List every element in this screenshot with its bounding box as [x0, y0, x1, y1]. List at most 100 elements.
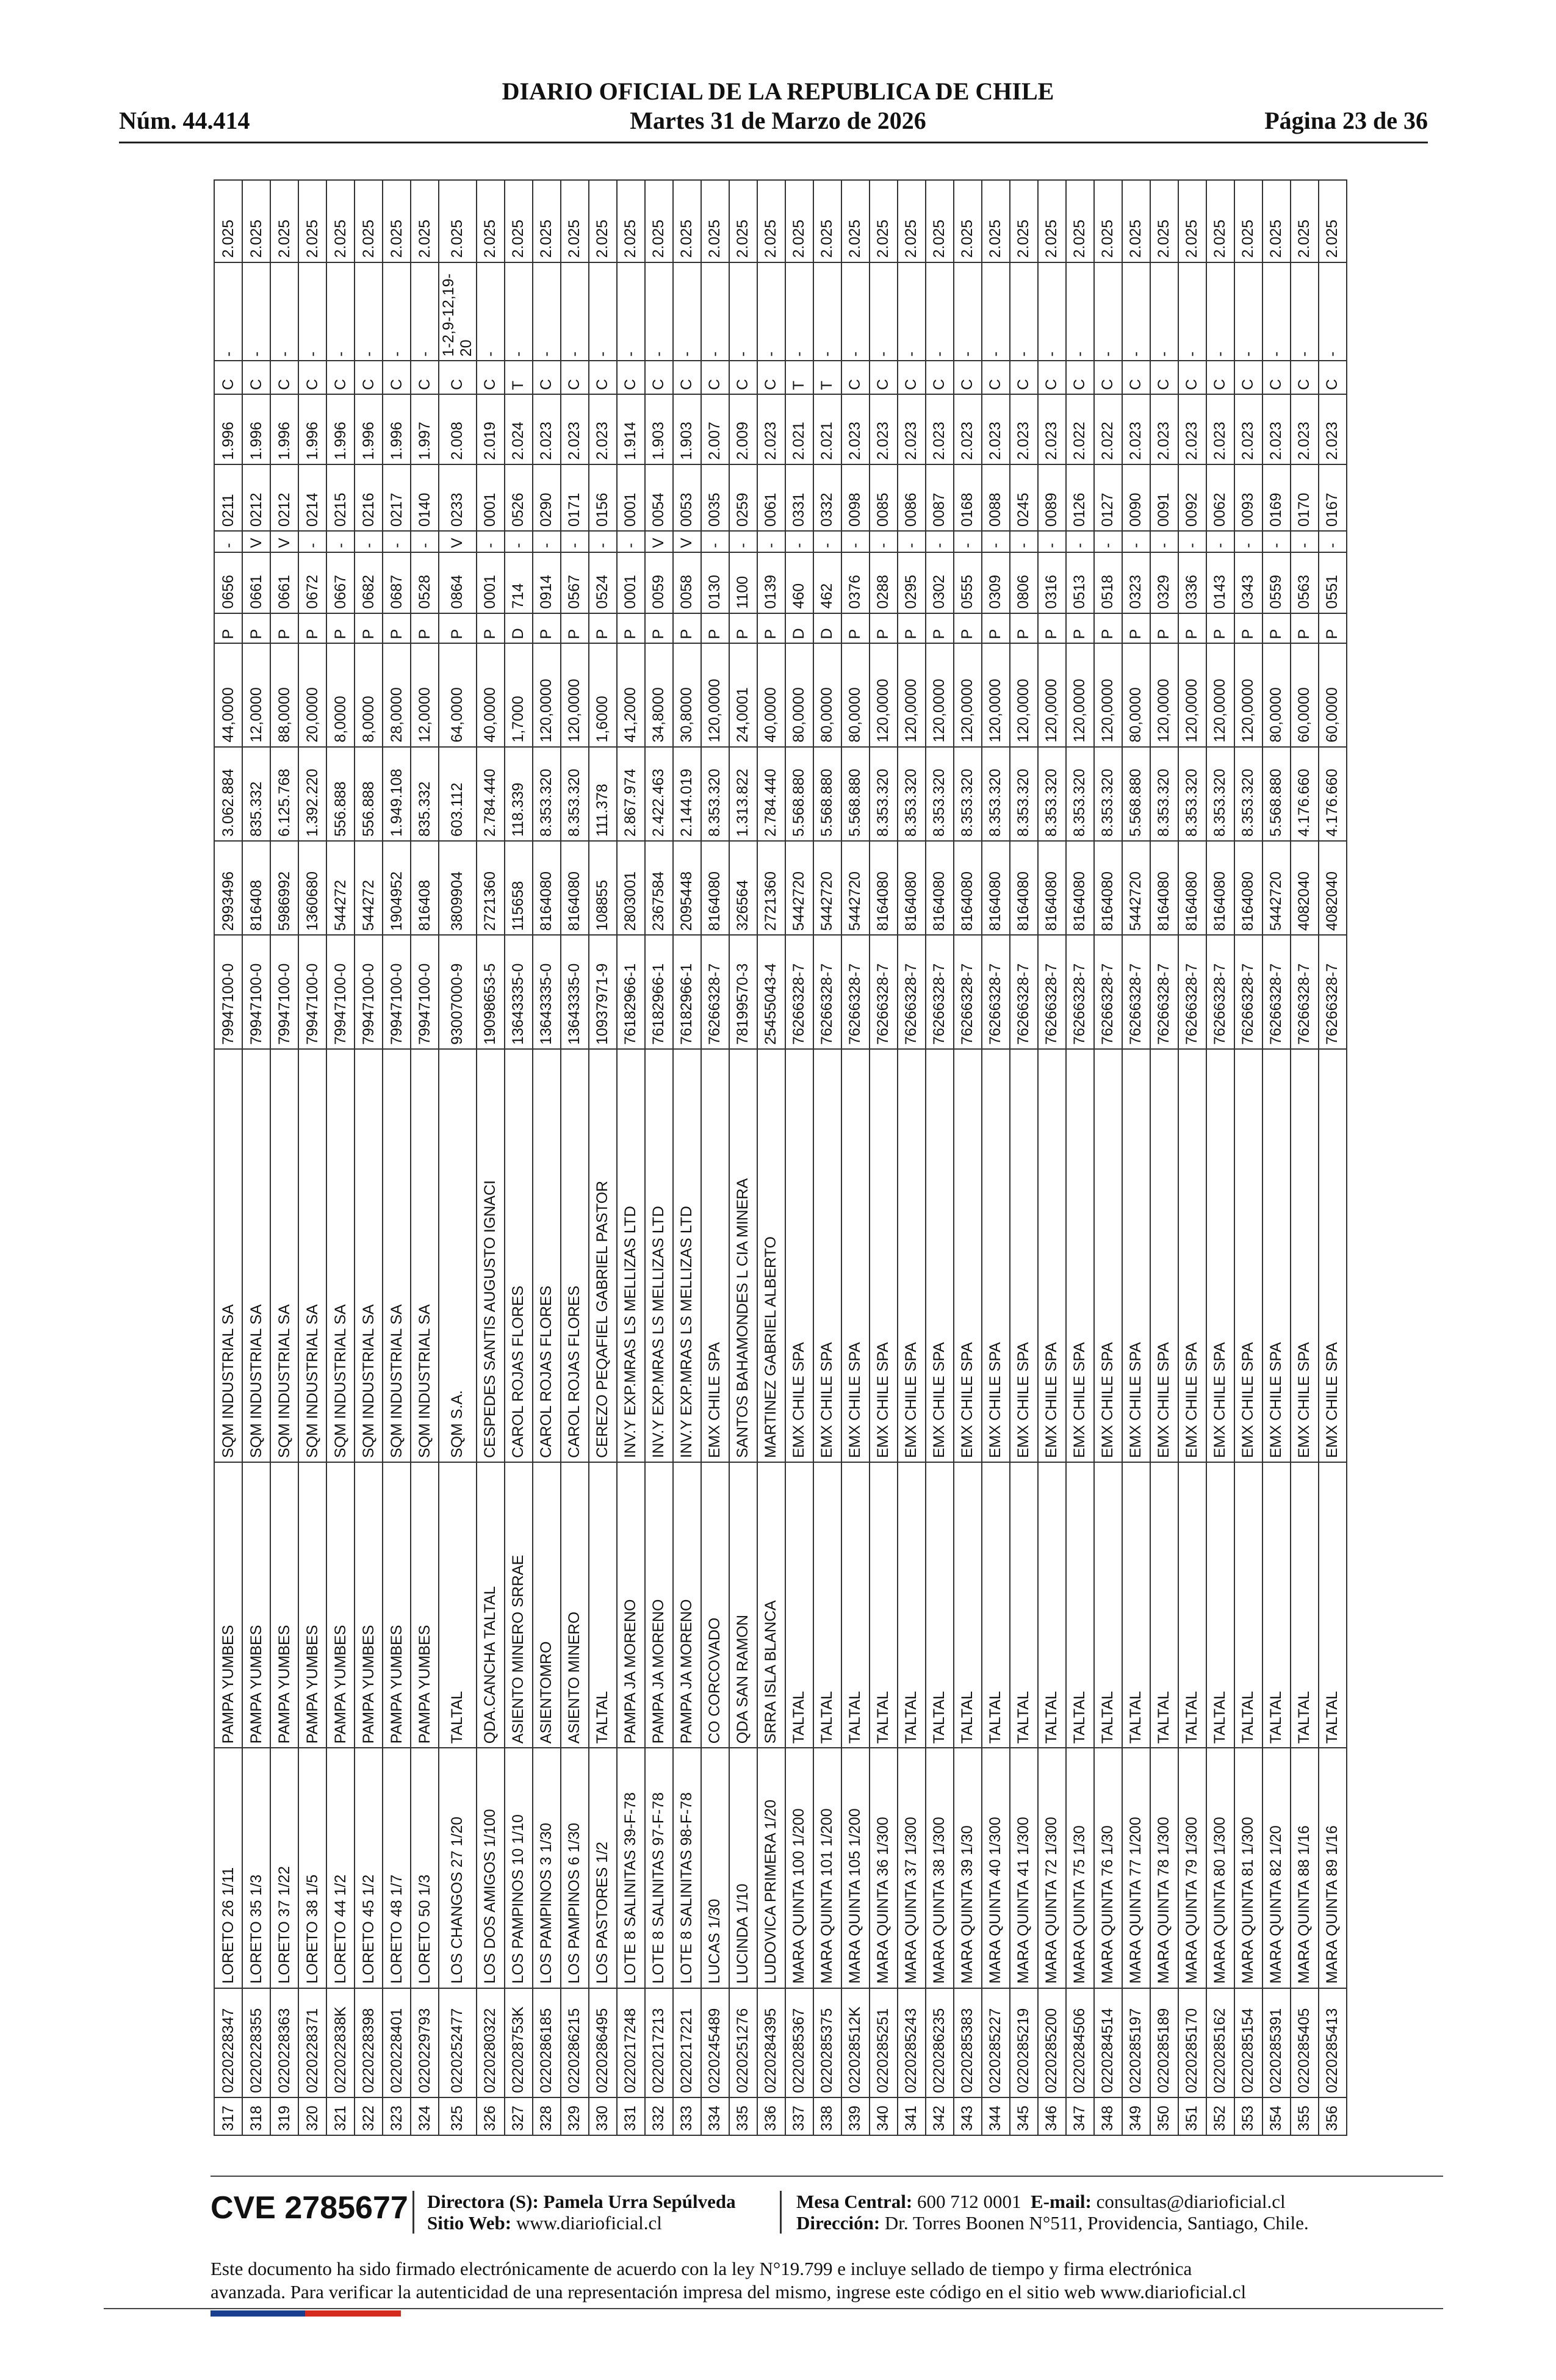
- period: 2.025: [1093, 180, 1122, 262]
- fojas: 0672: [298, 552, 326, 613]
- concession-name: MARA QUINTA 89 1/16: [1318, 1748, 1347, 1988]
- number: 0093: [1234, 464, 1262, 532]
- rut: 76266328-7: [869, 935, 898, 1050]
- note: -: [355, 262, 383, 361]
- rut: 76182966-1: [644, 935, 673, 1050]
- mark: V: [672, 531, 701, 552]
- note: -: [953, 262, 982, 361]
- amount-2: 2.784.440: [476, 746, 505, 841]
- period: 2.025: [813, 180, 841, 262]
- rut: 79947100-0: [326, 935, 355, 1050]
- page-number: Página 23 de 36: [1264, 107, 1428, 134]
- rol: 0220285200: [1037, 1988, 1066, 2097]
- amount-2: 4.176.660: [1318, 746, 1347, 841]
- note: -: [326, 262, 355, 361]
- amount: 2367584: [644, 840, 673, 936]
- status: C: [1150, 361, 1178, 395]
- amount-2: 5.568.880: [1262, 746, 1291, 841]
- year: 1.903: [644, 394, 673, 464]
- amount: 1904952: [383, 840, 411, 936]
- concession-name: LORETO 45 1/2: [355, 1748, 383, 1988]
- row-number: 340: [869, 2097, 898, 2135]
- location: PAMPA YUMBES: [383, 1462, 411, 1748]
- amount: 2095448: [672, 840, 701, 936]
- period: 2.025: [1290, 180, 1319, 262]
- location: QDA SAN RAMON: [729, 1462, 757, 1748]
- status: C: [953, 361, 982, 395]
- fojas: 0551: [1318, 552, 1347, 613]
- row-number: 347: [1065, 2097, 1094, 2135]
- number: 0259: [729, 464, 757, 532]
- concession-name: MARA QUINTA 79 1/300: [1178, 1748, 1206, 1988]
- status: C: [270, 361, 298, 395]
- number: 0140: [411, 464, 439, 532]
- rut: 13643335-0: [560, 935, 589, 1050]
- year: 2.019: [476, 394, 505, 464]
- owner: EMX CHILE SPA: [1234, 1049, 1262, 1463]
- hectares: 120,0000: [953, 643, 982, 747]
- note: -: [504, 262, 533, 361]
- table-row: 336 0220284395 LUDOVICA PRIMERA 1/20 SRRA I…: [757, 180, 785, 2135]
- period: 2.025: [1234, 180, 1262, 262]
- rut: 76266328-7: [1009, 935, 1038, 1050]
- hectares: 64,0000: [439, 643, 477, 747]
- period: 2.025: [897, 180, 926, 262]
- table-row: 318 0220228355 LORETO 35 1/3 PAMPA YUMBES SQ…: [242, 180, 270, 2135]
- amount: 8164080: [953, 840, 982, 936]
- rut: 93007000-9: [439, 935, 477, 1050]
- type: P: [242, 613, 270, 644]
- location: TALTAL: [1009, 1462, 1038, 1748]
- table-row: 355 0220285405 MARA QUINTA 88 1/16 TALTAL EM…: [1290, 180, 1319, 2135]
- location: ASIENTO MINERO SRRAE: [504, 1462, 533, 1748]
- type: P: [1009, 613, 1038, 644]
- status: C: [1009, 361, 1038, 395]
- hectares: 120,0000: [869, 643, 898, 747]
- hectares: 8,0000: [355, 643, 383, 747]
- table-row: 352 0220285162 MARA QUINTA 80 1/300 TALTAL E…: [1206, 180, 1234, 2135]
- location: TALTAL: [1206, 1462, 1234, 1748]
- amount-2: 111.378: [588, 746, 617, 841]
- concession-name: MARA QUINTA 81 1/300: [1234, 1748, 1262, 1988]
- location: TALTAL: [588, 1462, 617, 1748]
- note: -: [1206, 262, 1234, 361]
- table-row: 343 0220285383 MARA QUINTA 39 1/30 TALTAL EM…: [953, 180, 982, 2135]
- location: TALTAL: [439, 1462, 477, 1748]
- amount-2: 8.353.320: [1150, 746, 1178, 841]
- mark: -: [897, 531, 926, 552]
- fojas: 0661: [242, 552, 270, 613]
- fojas: 714: [504, 552, 533, 613]
- status: C: [1122, 361, 1150, 395]
- hectares: 120,0000: [1150, 643, 1178, 747]
- number: 0215: [326, 464, 355, 532]
- concession-name: LOS PAMPINOS 6 1/30: [560, 1748, 589, 1988]
- type: P: [897, 613, 926, 644]
- fojas: 0302: [925, 552, 954, 613]
- status: C: [1318, 361, 1347, 395]
- period: 2.025: [869, 180, 898, 262]
- director: Directora (S): Pamela Urra Sepúlveda: [427, 2191, 736, 2212]
- row-number: 319: [270, 2097, 298, 2135]
- rut: 79947100-0: [383, 935, 411, 1050]
- hectares: 24,0001: [729, 643, 757, 747]
- hectares: 28,0000: [383, 643, 411, 747]
- fojas: 0667: [326, 552, 355, 613]
- fojas: 0559: [1262, 552, 1291, 613]
- hectares: 60,0000: [1290, 643, 1319, 747]
- amount: 108855: [588, 840, 617, 936]
- type: P: [729, 613, 757, 644]
- amount-2: 2.784.440: [757, 746, 785, 841]
- amount-2: 8.353.320: [1234, 746, 1262, 841]
- rut: 76266328-7: [897, 935, 926, 1050]
- rut: 76266328-7: [1318, 935, 1347, 1050]
- amount: 115658: [504, 840, 533, 936]
- location: CO CORCOVADO: [701, 1462, 729, 1748]
- concession-name: MARA QUINTA 40 1/300: [981, 1748, 1010, 1988]
- period: 2.025: [1206, 180, 1234, 262]
- rut: 76266328-7: [1037, 935, 1066, 1050]
- separator: [780, 2191, 782, 2234]
- rol: 0220217248: [616, 1988, 645, 2097]
- status: C: [1065, 361, 1094, 395]
- mark: -: [841, 531, 870, 552]
- hectares: 120,0000: [532, 643, 561, 747]
